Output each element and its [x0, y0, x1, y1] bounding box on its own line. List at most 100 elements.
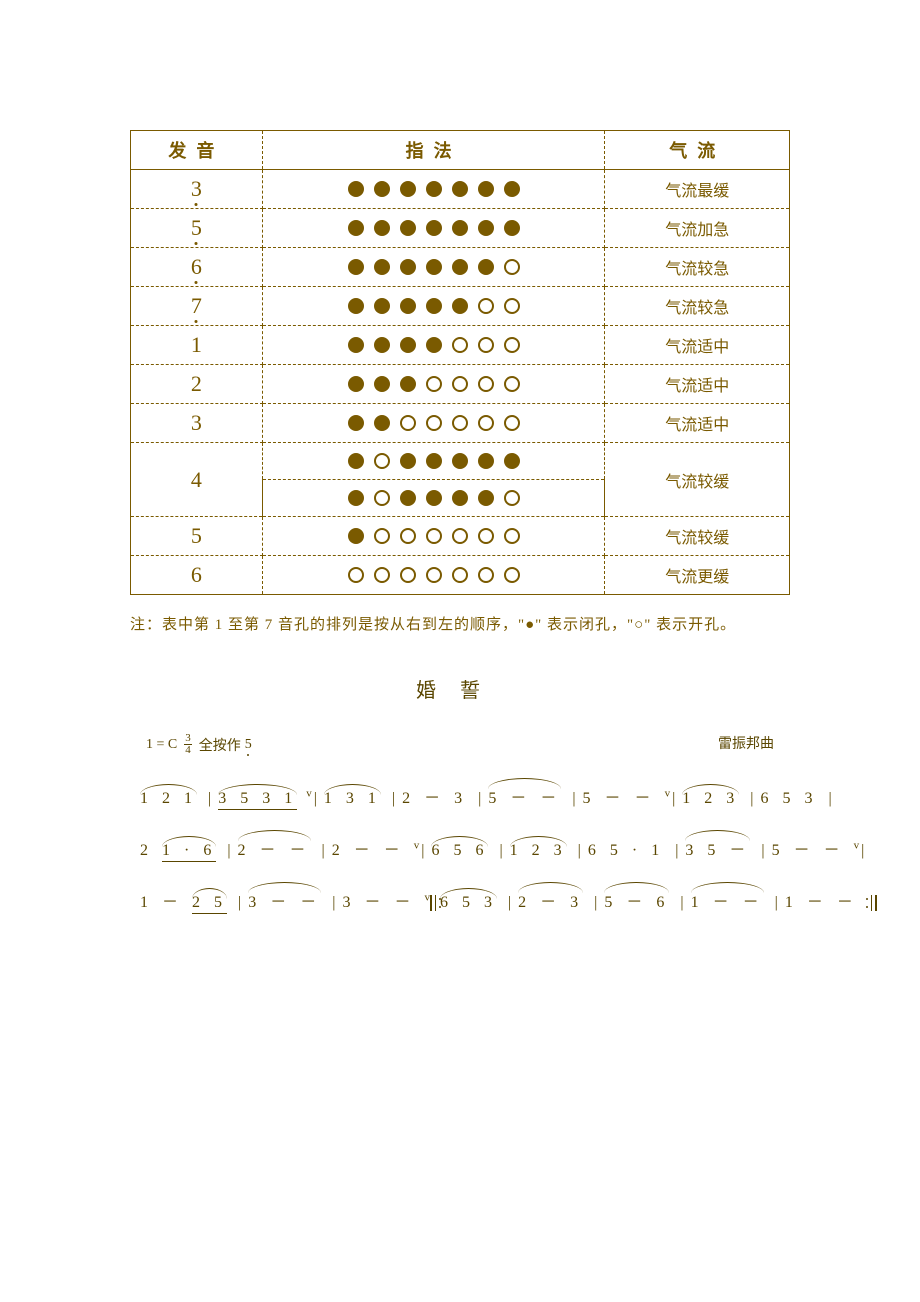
barline: |: [238, 894, 246, 912]
hole-open-icon: [478, 567, 494, 583]
note-group: 2 － 3: [402, 790, 467, 807]
hole-row: [267, 294, 601, 318]
note-group: 6 5 6: [431, 842, 488, 860]
note-group: 2 － －: [238, 836, 311, 860]
note-group: 6 5 · 1: [588, 842, 664, 859]
breath-mark: v: [414, 840, 420, 852]
note-group: 1 2 3: [510, 842, 567, 860]
airflow-cell: 气流较缓: [605, 443, 790, 517]
fingering-cell: [262, 443, 605, 480]
table-row: 1气流适中: [131, 326, 790, 365]
hole-closed-icon: [374, 337, 390, 353]
note-number: 2: [191, 371, 202, 397]
hole-closed-icon: [348, 337, 364, 353]
hole-open-icon: [504, 415, 520, 431]
note-group: 6 5 3: [760, 790, 817, 807]
note-number: 3: [191, 410, 202, 436]
table-footnote: 注：表中第 1 至第 7 音孔的排列是按从右到左的顺序，"●" 表示闭孔，"○"…: [130, 613, 790, 634]
note-number: 5: [191, 215, 202, 241]
barline: |: [508, 894, 516, 912]
hole-closed-icon: [426, 453, 442, 469]
hole-open-icon: [478, 337, 494, 353]
note-cell: 2: [131, 365, 263, 404]
hole-open-icon: [478, 376, 494, 392]
fingering-chart-table: 发音 指法 气流 3气流最缓5气流加急6气流较急7气流较急1气流适中2气流适中3…: [130, 130, 790, 595]
hole-open-icon: [374, 453, 390, 469]
table-row: 5 气流加急: [131, 209, 790, 248]
hole-closed-icon: [452, 181, 468, 197]
fingering-cell: [262, 248, 605, 287]
hole-closed-icon: [478, 181, 494, 197]
note-cell: 1: [131, 326, 263, 365]
hole-open-icon: [374, 567, 390, 583]
hole-closed-icon: [348, 220, 364, 236]
hole-closed-icon: [452, 453, 468, 469]
tuning-note: 5: [245, 737, 252, 753]
table-row: 6 气流更缓: [131, 556, 790, 595]
fingering-cell: [262, 517, 605, 556]
hole-row: [267, 449, 601, 473]
barline: |: [227, 842, 235, 860]
fingering-cell: [262, 326, 605, 365]
hole-open-icon: [504, 528, 520, 544]
time-signature: 3 4: [184, 733, 192, 756]
barline: |: [680, 894, 688, 912]
airflow-cell: 气流加急: [605, 209, 790, 248]
hole-row: [267, 255, 601, 279]
hole-closed-icon: [348, 376, 364, 392]
airflow-cell: 气流更缓: [605, 556, 790, 595]
note-cell: 6: [131, 248, 263, 287]
note-group: 1 3 1: [324, 790, 381, 808]
breath-mark: v: [854, 840, 860, 852]
hole-open-icon: [452, 528, 468, 544]
hole-row: [267, 524, 601, 548]
repeat-open-icon: [430, 895, 436, 911]
barline: |: [208, 790, 216, 808]
barline: |: [478, 790, 486, 808]
header-airflow: 气流: [605, 131, 790, 170]
note-group: 1 － －: [691, 888, 764, 912]
key-signature: 1 = C 3 4 全按作 5: [146, 733, 252, 756]
note-cell: 6: [131, 556, 263, 595]
note-group: 3 － －: [248, 888, 321, 912]
hole-open-icon: [400, 528, 416, 544]
hole-open-icon: [504, 490, 520, 506]
fingering-cell: [262, 170, 605, 209]
hole-row: [267, 177, 601, 201]
barline: |: [761, 842, 769, 860]
hole-closed-icon: [348, 181, 364, 197]
barline: |: [421, 842, 429, 860]
note-group: 3 5 3 1: [218, 790, 297, 808]
barline: |: [750, 790, 758, 808]
fingering-cell: [262, 287, 605, 326]
key-prefix: 1 = C: [146, 737, 177, 753]
note-number: 1: [191, 332, 202, 358]
hole-closed-icon: [348, 298, 364, 314]
hole-closed-icon: [348, 415, 364, 431]
hole-open-icon: [426, 528, 442, 544]
hole-closed-icon: [400, 298, 416, 314]
hole-open-icon: [504, 337, 520, 353]
score-line: 1 2 1 |3 5 3 1 v|1 3 1 |2 － 3 |5 － － |5 …: [140, 784, 780, 808]
hole-closed-icon: [452, 220, 468, 236]
hole-open-icon: [504, 259, 520, 275]
hole-open-icon: [400, 415, 416, 431]
note-number: 6: [191, 562, 202, 588]
hole-row: [267, 563, 601, 587]
hole-open-icon: [426, 415, 442, 431]
table-row: 3气流最缓: [131, 170, 790, 209]
table-row: 5气流较缓: [131, 517, 790, 556]
note-group: 1 － －: [785, 894, 858, 911]
note-cell: 3: [131, 170, 263, 209]
hole-row: [267, 411, 601, 435]
hole-closed-icon: [426, 220, 442, 236]
hole-row: [267, 333, 601, 357]
score-title: 婚誓: [140, 674, 780, 703]
note-cell: 5: [131, 209, 263, 248]
fingering-cell: [262, 404, 605, 443]
airflow-cell: 气流较急: [605, 248, 790, 287]
hole-closed-icon: [348, 453, 364, 469]
hole-open-icon: [452, 567, 468, 583]
hole-closed-icon: [426, 337, 442, 353]
note-cell: 5: [131, 517, 263, 556]
